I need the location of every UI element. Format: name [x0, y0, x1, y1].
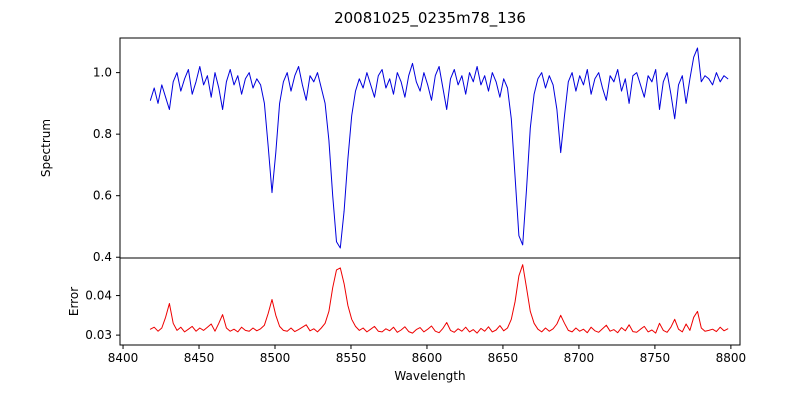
- error-line: [149, 264, 729, 334]
- spectrum-axis-label: Spectrum: [39, 119, 53, 177]
- y-tick-label: 1.0: [93, 66, 112, 80]
- y-tick-label: 0.4: [93, 250, 112, 264]
- spectrum-panel-border: [119, 37, 741, 259]
- x-tick-label: 8700: [564, 351, 595, 365]
- x-tick-label: 8600: [412, 351, 443, 365]
- y-tick-label: 0.6: [93, 189, 112, 203]
- x-tick-label: 8400: [108, 351, 139, 365]
- x-tick-label: 8800: [716, 351, 747, 365]
- y-tick-label: 0.03: [85, 328, 112, 342]
- y-tick-label: 0.8: [93, 127, 112, 141]
- error-panel-border: [119, 257, 741, 346]
- x-tick-label: 8750: [640, 351, 671, 365]
- chart-title: 20081025_0235m78_136: [334, 9, 526, 27]
- spectrum-line: [149, 47, 729, 249]
- x-tick-label: 8450: [184, 351, 215, 365]
- error-axis-label: Error: [67, 287, 81, 316]
- x-tick-label: 8550: [336, 351, 367, 365]
- x-axis-label: Wavelength: [394, 369, 465, 383]
- x-tick-label: 8650: [488, 351, 519, 365]
- x-tick-label: 8500: [260, 351, 291, 365]
- y-tick-label: 0.04: [85, 289, 112, 303]
